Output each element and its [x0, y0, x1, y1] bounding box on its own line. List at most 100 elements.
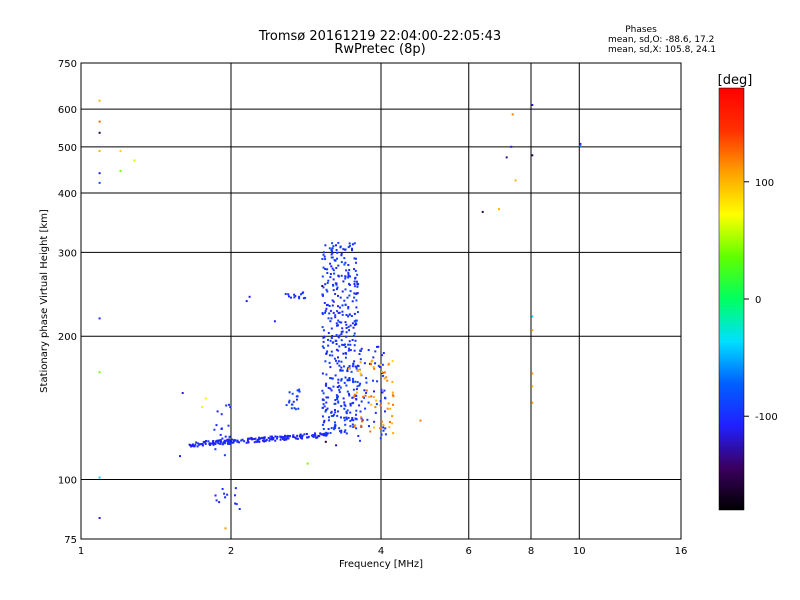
data-point: [392, 395, 395, 398]
data-point: [383, 371, 386, 374]
data-point: [221, 437, 224, 440]
data-point: [197, 442, 200, 445]
data-point: [321, 326, 324, 329]
data-point: [352, 419, 355, 422]
data-point: [338, 364, 341, 367]
data-point: [236, 439, 239, 442]
data-point: [338, 384, 341, 387]
data-point: [351, 423, 354, 426]
data-point: [268, 439, 271, 442]
data-point: [383, 377, 386, 380]
data-point: [321, 423, 324, 426]
data-point: [353, 257, 356, 260]
data-point: [240, 439, 243, 442]
data-point: [355, 319, 357, 322]
data-point: [334, 411, 337, 414]
data-point: [332, 385, 335, 388]
data-point: [283, 438, 286, 441]
data-point: [347, 306, 350, 308]
data-point: [98, 317, 101, 320]
data-point: [346, 369, 349, 372]
data-point: [352, 426, 355, 428]
data-point: [253, 438, 256, 440]
data-point: [334, 374, 337, 377]
data-point: [293, 296, 296, 299]
data-point: [227, 442, 229, 445]
data-point: [295, 437, 298, 440]
data-point: [181, 392, 184, 394]
data-point: [343, 248, 346, 251]
data-point: [348, 282, 350, 285]
data-point: [344, 423, 347, 426]
data-point: [357, 435, 360, 437]
data-point: [256, 438, 259, 441]
data-point: [531, 401, 534, 404]
data-point: [341, 327, 344, 330]
data-point: [330, 256, 333, 259]
chart-subtitle: RwPretec (8p): [334, 42, 425, 57]
data-point: [354, 276, 357, 279]
data-point: [335, 359, 337, 362]
data-point: [215, 424, 218, 427]
data-point: [344, 277, 347, 280]
data-point: [349, 290, 352, 293]
data-point: [293, 407, 296, 410]
data-point: [324, 258, 327, 261]
data-point: [355, 413, 357, 416]
data-point: [374, 362, 377, 365]
x-tick-labels: 1 2 4 6 8 10 16: [78, 546, 688, 557]
data-point: [354, 424, 357, 427]
data-point: [324, 384, 327, 386]
data-point: [353, 312, 356, 315]
data-point: [349, 324, 352, 327]
data-point: [271, 435, 273, 438]
data-point: [188, 443, 191, 446]
data-point: [322, 428, 325, 430]
data-point: [190, 445, 193, 448]
data-point: [340, 252, 343, 255]
data-point: [355, 391, 358, 394]
data-point: [510, 145, 513, 148]
data-point: [345, 314, 348, 316]
data-point: [346, 296, 349, 299]
data-point: [321, 313, 324, 315]
data-point: [342, 397, 345, 400]
data-point: [353, 283, 356, 285]
colorbar-tick-label: -100: [755, 412, 778, 423]
data-point: [212, 442, 215, 445]
data-point: [372, 356, 375, 359]
y-tick-label: 600: [58, 105, 77, 116]
data-point: [327, 344, 330, 347]
data-point: [363, 389, 366, 392]
data-point: [344, 288, 347, 291]
data-point: [348, 347, 351, 350]
colorbar-tick-label: 0: [755, 295, 761, 306]
data-point: [579, 142, 582, 145]
data-point: [201, 444, 204, 447]
data-point: [358, 404, 361, 407]
data-point: [212, 443, 215, 446]
data-point: [251, 438, 254, 441]
data-point: [279, 435, 282, 438]
data-point: [334, 421, 336, 424]
data-point: [531, 329, 534, 332]
data-point: [224, 439, 227, 442]
data-point: [364, 394, 367, 397]
data-point: [346, 409, 349, 412]
data-point: [343, 263, 346, 266]
data-point: [327, 338, 329, 341]
data-point: [209, 444, 212, 446]
data-point: [334, 426, 337, 429]
data-point: [224, 496, 227, 499]
data-point: [119, 169, 122, 172]
data-point: [531, 104, 534, 106]
data-point: [321, 293, 324, 296]
data-point: [292, 400, 295, 403]
phases-mean-o: mean, sd,O: -88.6, 17.2: [608, 35, 714, 45]
data-point: [384, 397, 387, 400]
data-point: [326, 272, 329, 274]
colorbar: [718, 87, 745, 511]
data-point: [224, 527, 227, 530]
data-point: [379, 364, 382, 366]
data-point: [214, 448, 217, 451]
